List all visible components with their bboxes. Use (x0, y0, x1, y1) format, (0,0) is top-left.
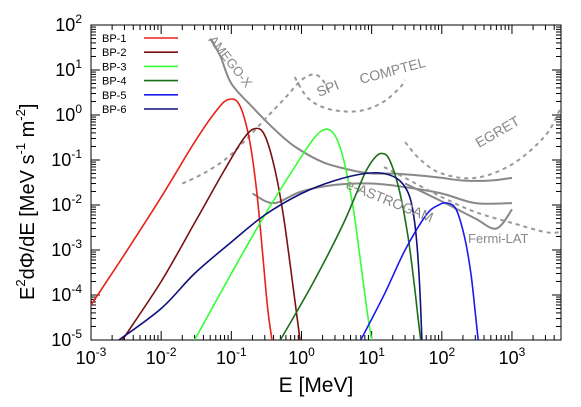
y-label-exp1: 2 (13, 279, 28, 286)
y-label-m: m (17, 121, 39, 143)
x-tick-base: 10 (146, 348, 166, 368)
legend-label-bp-6: BP-6 (102, 104, 126, 116)
plot-frame (90, 24, 562, 341)
x-tick-label: 100 (288, 345, 315, 368)
y-tick-base: 10 (55, 105, 75, 125)
y-tick-base: 10 (55, 15, 75, 35)
x-tick-base: 10 (76, 348, 96, 368)
legend-label-bp-1: BP-1 (102, 33, 126, 45)
y-tick-base: 10 (51, 150, 71, 170)
x-tick-exponent: 1 (378, 345, 385, 359)
y-label-exp2: -1 (13, 143, 28, 155)
y-tick-label: 10-5 (51, 327, 82, 350)
instrument-curve-2 (404, 182, 513, 230)
y-tick-base: 10 (51, 195, 71, 215)
instrument-sensitivity-curves (181, 38, 561, 234)
y-tick-label: 101 (55, 57, 82, 80)
y-tick-exponent: -5 (71, 327, 82, 341)
x-tick-label: 102 (428, 345, 455, 368)
y-tick-base: 10 (51, 285, 71, 305)
x-tick-label: 103 (499, 345, 526, 368)
benchmark-spectra (91, 98, 479, 340)
legend-label-bp-5: BP-5 (102, 90, 126, 102)
y-label-exp3: -2 (13, 109, 28, 121)
x-tick-exponent: -3 (96, 345, 107, 359)
y-tick-base: 10 (55, 60, 75, 80)
y-tick-label: 10-4 (51, 282, 82, 305)
legend: BP-1 BP-2 BP-3 BP-4 BP-5 BP-6 (102, 33, 178, 116)
x-axis-label: E [MeV] (279, 374, 354, 397)
series-line-bp-1 (91, 98, 273, 340)
legend-label-bp-4: BP-4 (102, 76, 126, 88)
y-tick-label: 100 (55, 102, 82, 125)
y-axis-label: E2dΦ/dE [MeV s-1 m-2] (13, 104, 39, 300)
label-spi: SPI (314, 76, 341, 99)
y-tick-base: 10 (51, 240, 71, 260)
y-tick-exponent: 1 (75, 57, 82, 71)
x-tick-base: 10 (216, 348, 236, 368)
instrument-curve-3 (181, 73, 331, 185)
series-line-bp-4 (279, 152, 422, 340)
y-tick-exponent: 2 (75, 12, 82, 26)
x-tick-label: 10-2 (146, 345, 177, 368)
y-label-close: ] (17, 104, 39, 110)
series-line-bp-5 (360, 202, 479, 340)
y-tick-exponent: -3 (71, 237, 82, 251)
instrument-curve-5 (404, 106, 561, 180)
x-tick-base: 10 (499, 348, 519, 368)
y-label-e: E (17, 287, 39, 300)
x-tick-labels: 10-3 10-2 10-1 100 101 102 103 (76, 345, 526, 368)
y-tick-exponent: -1 (71, 147, 82, 161)
x-tick-exponent: 2 (448, 345, 455, 359)
y-tick-exponent: -2 (71, 192, 82, 206)
series-line-bp-2 (121, 127, 301, 340)
y-label-main: dΦ/dE [MeV s (17, 155, 39, 280)
series-line-bp-6 (118, 171, 423, 340)
x-tick-label: 101 (358, 345, 385, 368)
label-fermi-lat: Fermi-LAT (468, 231, 528, 246)
x-tick-exponent: -1 (236, 345, 247, 359)
series-line-bp-3 (193, 128, 373, 340)
y-tick-exponent: 0 (75, 102, 82, 116)
x-tick-exponent: -2 (166, 345, 177, 359)
y-tick-label: 10-1 (51, 147, 82, 170)
legend-label-bp-3: BP-3 (102, 61, 126, 73)
x-tick-exponent: 0 (308, 345, 315, 359)
y-tick-label: 10-3 (51, 237, 82, 260)
x-tick-label: 10-3 (76, 345, 107, 368)
x-tick-base: 10 (428, 348, 448, 368)
instrument-curve-4 (293, 76, 406, 113)
x-tick-base: 10 (288, 348, 308, 368)
y-tick-base: 10 (51, 330, 71, 350)
x-tick-label: 10-1 (216, 345, 247, 368)
y-tick-exponent: -4 (71, 282, 82, 296)
y-tick-label: 102 (55, 12, 82, 35)
tick-marks (90, 24, 562, 341)
legend-label-bp-2: BP-2 (102, 47, 126, 59)
x-tick-exponent: 3 (519, 345, 526, 359)
instrument-curve-0 (209, 38, 513, 182)
x-tick-base: 10 (358, 348, 378, 368)
y-tick-label: 10-2 (51, 192, 82, 215)
